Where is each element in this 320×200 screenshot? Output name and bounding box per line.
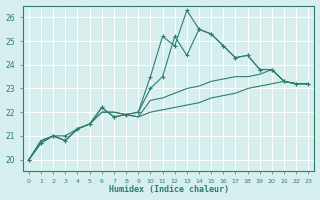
X-axis label: Humidex (Indice chaleur): Humidex (Indice chaleur) [108,185,228,194]
